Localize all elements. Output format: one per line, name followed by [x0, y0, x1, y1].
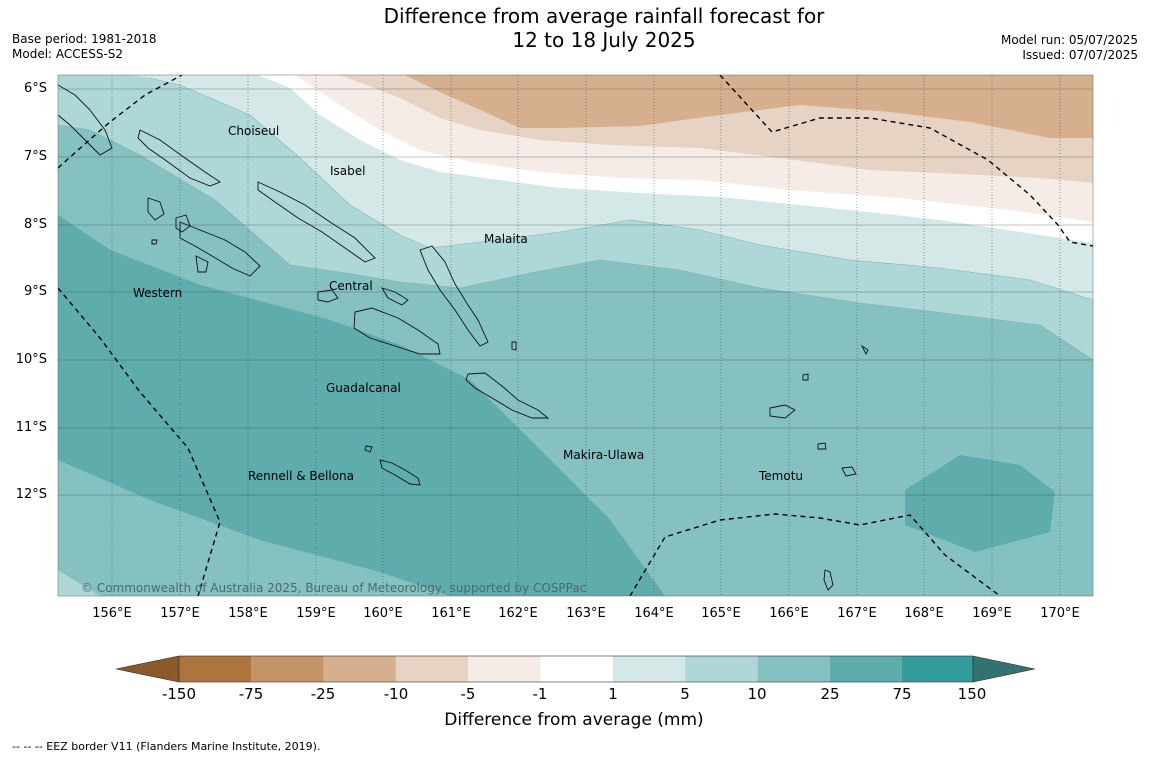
anuta-island: [823, 569, 834, 591]
kolombangara: [175, 214, 191, 233]
colorbar-label: 5: [680, 685, 690, 703]
colorbar-label: 1: [608, 685, 618, 703]
model-run: Model run: 05/07/2025: [1000, 33, 1138, 47]
lon-label: 168°E: [904, 606, 944, 621]
colorbar-swatch: [179, 656, 252, 682]
malaita-island: [419, 245, 489, 347]
colorbar: [115, 655, 1036, 683]
eez-border: [58, 75, 1093, 596]
bougainville-island: [58, 84, 113, 156]
colorbar-extend-low: [115, 655, 180, 683]
colorbar-label: 75: [892, 685, 912, 703]
colorbar-swatch: [685, 656, 758, 682]
region-label-guadalcanal: Guadalcanal: [326, 381, 401, 395]
lon-label: 157°E: [160, 606, 200, 621]
colorbar-swatch: [323, 656, 396, 682]
region-label-rennell-bellona: Rennell & Bellona: [248, 469, 355, 483]
lon-label: 160°E: [363, 606, 403, 621]
russell-islands: [381, 287, 409, 306]
makira-island: [465, 372, 550, 419]
lon-label: 164°E: [634, 606, 674, 621]
colorbar-swatch: [468, 656, 541, 682]
bellona-island: [364, 445, 373, 453]
colorbar-label: -150: [161, 685, 197, 703]
base-period: Base period: 1981-2018: [12, 32, 157, 46]
ndeni-island: [769, 404, 796, 419]
lon-label: 165°E: [701, 606, 741, 621]
vanikoro-island: [841, 466, 857, 477]
region-label-malaita: Malaita: [484, 232, 528, 246]
region-label-central: Central: [329, 279, 373, 293]
colorbar-swatch: [829, 656, 902, 682]
lat-label: 7°S: [23, 149, 47, 164]
issued-date: Issued: 07/07/2025: [1022, 48, 1138, 62]
region-label-temotu: Temotu: [759, 469, 804, 483]
colorbar-swatch: [902, 656, 973, 682]
reef-islands: [802, 373, 809, 381]
region-label-makira-ulawa: Makira-Ulawa: [563, 448, 645, 462]
colorbar-label: -1: [532, 685, 548, 703]
guadalcanal-island: [353, 307, 441, 355]
lon-label: 167°E: [837, 606, 877, 621]
colorbar-label: -5: [460, 685, 476, 703]
lon-label: 162°E: [498, 606, 538, 621]
utupua-island: [817, 442, 827, 450]
colorbar-swatch: [395, 656, 469, 682]
lat-label: 9°S: [23, 284, 47, 299]
lon-label: 170°E: [1040, 606, 1080, 621]
colorbar-swatch: [251, 656, 324, 682]
lon-label: 169°E: [972, 606, 1012, 621]
region-label-western: Western: [133, 286, 183, 300]
vella-lavella: [147, 197, 165, 221]
colorbar-label: -25: [310, 685, 336, 703]
lat-label: 10°S: [15, 352, 47, 367]
colorbar-label: -10: [383, 685, 409, 703]
map-title-line2: 12 to 18 July 2025: [512, 28, 696, 52]
lon-label: 158°E: [228, 606, 268, 621]
colorbar-label: -75: [238, 685, 264, 703]
lon-label: 159°E: [296, 606, 336, 621]
colorbar-swatch: [540, 656, 613, 682]
florida-islands: [317, 289, 339, 303]
isabel-island: [257, 181, 376, 263]
colorbar-label: 25: [820, 685, 840, 703]
eez-footnote: -- -- -- EEZ border V11 (Flanders Marine…: [12, 740, 321, 753]
lon-label: 163°E: [566, 606, 606, 621]
ulawa-island: [511, 341, 517, 351]
rainfall-contours: [58, 75, 1093, 596]
lon-label: 156°E: [92, 606, 132, 621]
lon-label: 161°E: [431, 606, 471, 621]
copyright-notice: © Commonwealth of Australia 2025, Bureau…: [81, 581, 587, 595]
map-title-line1: Difference from average rainfall forecas…: [383, 4, 825, 28]
lat-label: 6°S: [23, 81, 47, 96]
coastlines: [58, 84, 869, 591]
treasury-islands: [151, 239, 158, 245]
choiseul-island: [137, 129, 221, 187]
new-georgia-islands: [179, 221, 261, 277]
colorbar-label: 150: [957, 685, 987, 703]
lat-label: 11°S: [15, 420, 47, 435]
region-label-isabel: Isabel: [330, 164, 366, 178]
colorbar-swatch: [612, 656, 686, 682]
lon-label: 166°E: [769, 606, 809, 621]
duff-islands: [860, 344, 869, 356]
rendova: [195, 255, 209, 273]
colorbar-extend-high: [972, 655, 1036, 683]
model-name: Model: ACCESS-S2: [12, 47, 124, 61]
colorbar-swatch: [757, 656, 830, 682]
lat-label: 8°S: [23, 217, 47, 232]
colorbar-label: 10: [747, 685, 767, 703]
colorbar-title: Difference from average (mm): [444, 710, 704, 730]
region-label-choiseul: Choiseul: [228, 124, 280, 138]
lat-label: 12°S: [15, 487, 47, 502]
rennell-island: [379, 459, 421, 486]
